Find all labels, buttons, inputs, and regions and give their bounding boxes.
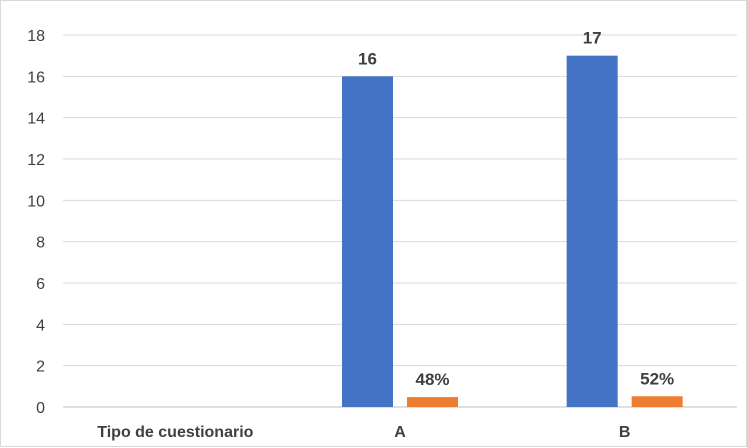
y-tick-label: 18 bbox=[27, 28, 45, 45]
y-tick-label: 16 bbox=[27, 69, 45, 86]
bar bbox=[407, 397, 458, 407]
bar bbox=[631, 396, 683, 407]
data-label: 52% bbox=[640, 369, 674, 388]
category-label: Tipo de cuestionario bbox=[97, 424, 253, 441]
y-tick-label: 10 bbox=[27, 193, 45, 210]
data-label: 48% bbox=[415, 370, 449, 389]
bar bbox=[566, 55, 618, 408]
y-tick-label: 8 bbox=[36, 235, 45, 252]
category-label: B bbox=[619, 424, 631, 441]
y-tick-label: 2 bbox=[36, 359, 45, 376]
bar bbox=[342, 76, 393, 407]
data-label: 16 bbox=[358, 49, 377, 68]
y-tick-label: 12 bbox=[27, 152, 45, 169]
y-tick-label: 0 bbox=[36, 400, 45, 417]
y-tick-label: 6 bbox=[36, 276, 45, 293]
data-label: 17 bbox=[583, 29, 602, 48]
y-tick-label: 4 bbox=[36, 317, 45, 334]
category-label: A bbox=[394, 424, 406, 441]
y-tick-label: 14 bbox=[27, 111, 45, 128]
